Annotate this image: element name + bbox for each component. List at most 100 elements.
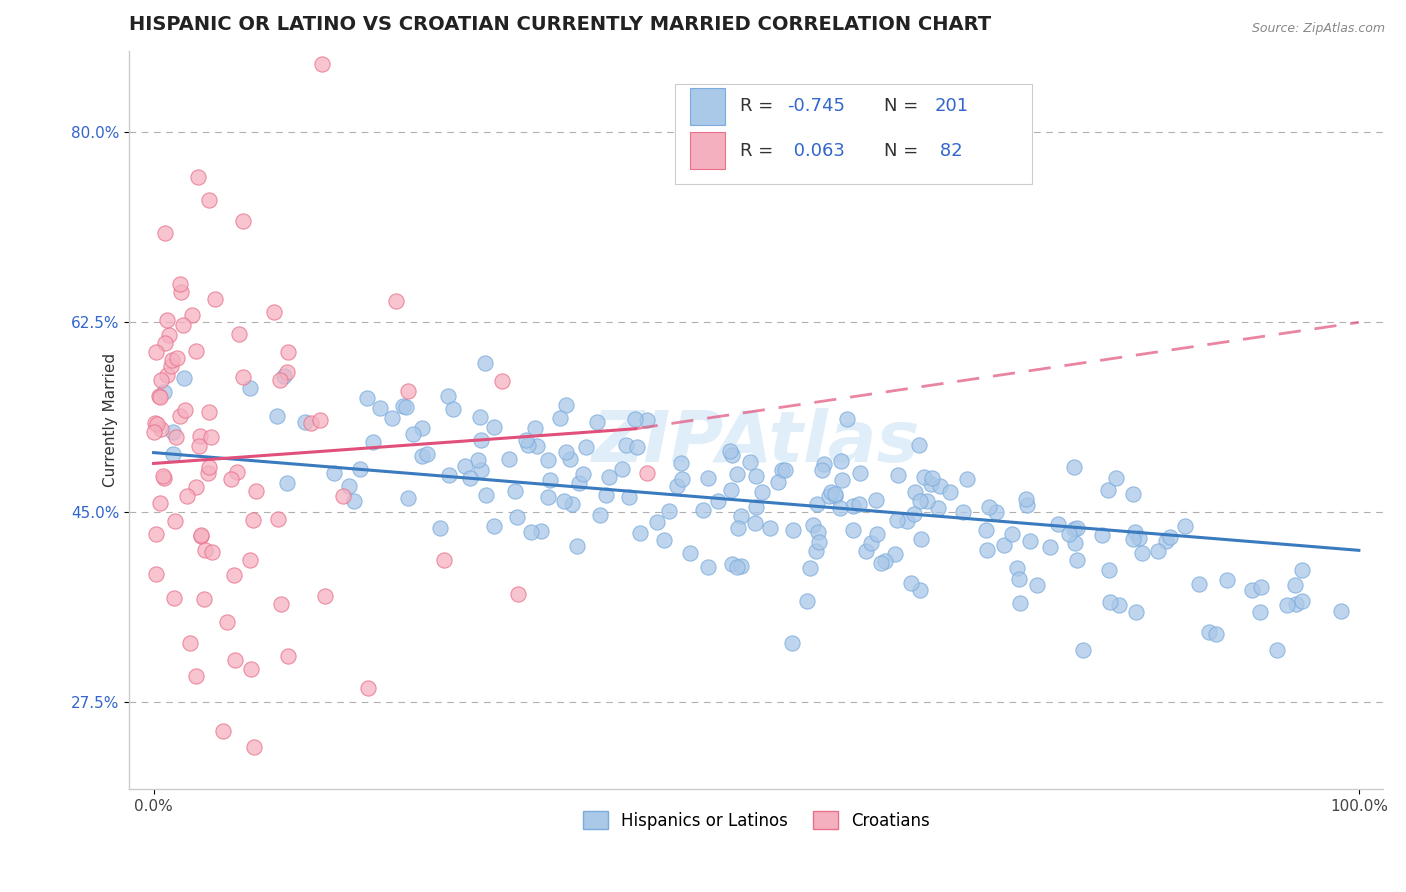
Point bbox=[381, 411, 404, 425]
Point bbox=[1010, 596, 1032, 610]
Point bbox=[416, 447, 439, 461]
Point bbox=[636, 466, 658, 480]
Point bbox=[766, 475, 789, 489]
Point bbox=[392, 399, 415, 413]
Point bbox=[1090, 528, 1112, 542]
Point bbox=[396, 491, 419, 505]
Point bbox=[1291, 563, 1313, 577]
Point bbox=[166, 351, 188, 366]
Point bbox=[277, 345, 299, 359]
Point bbox=[1008, 572, 1031, 586]
Point bbox=[332, 489, 354, 503]
Point bbox=[745, 500, 768, 514]
Point bbox=[197, 466, 219, 480]
Point bbox=[1057, 527, 1080, 541]
Point bbox=[349, 462, 371, 476]
Point bbox=[437, 467, 460, 482]
Point bbox=[193, 591, 215, 606]
Point bbox=[866, 526, 889, 541]
Point bbox=[718, 443, 741, 458]
Point bbox=[658, 504, 681, 518]
Point bbox=[232, 214, 254, 228]
Point bbox=[181, 308, 204, 322]
Point bbox=[145, 567, 167, 582]
Point bbox=[1128, 531, 1150, 545]
Legend: Hispanics or Latinos, Croatians: Hispanics or Latinos, Croatians bbox=[576, 805, 936, 837]
Point bbox=[155, 313, 177, 327]
Point bbox=[201, 545, 224, 559]
Point bbox=[437, 389, 460, 403]
Point bbox=[277, 649, 299, 664]
Point bbox=[162, 425, 184, 440]
Point bbox=[145, 527, 167, 541]
Point bbox=[636, 412, 658, 426]
Point bbox=[536, 453, 558, 467]
Point bbox=[706, 494, 728, 508]
Point bbox=[1123, 525, 1146, 540]
Point bbox=[186, 344, 208, 359]
Point bbox=[806, 544, 828, 558]
Point bbox=[294, 416, 316, 430]
Point bbox=[721, 558, 744, 572]
Point bbox=[396, 384, 419, 398]
Point bbox=[617, 490, 640, 504]
Point bbox=[820, 485, 842, 500]
Point bbox=[1047, 517, 1070, 532]
Point bbox=[169, 285, 191, 299]
Point bbox=[751, 485, 773, 500]
Point bbox=[343, 494, 366, 508]
Point bbox=[927, 500, 949, 515]
Point bbox=[900, 575, 922, 590]
Point bbox=[630, 526, 652, 541]
Point bbox=[198, 404, 221, 418]
Point bbox=[1025, 578, 1047, 592]
Point bbox=[146, 417, 169, 431]
Point bbox=[263, 305, 285, 319]
Point bbox=[759, 521, 782, 535]
Point bbox=[842, 523, 865, 537]
Point bbox=[817, 489, 839, 503]
Point bbox=[910, 532, 932, 546]
Point bbox=[1241, 583, 1264, 598]
Point bbox=[907, 437, 929, 451]
Point bbox=[910, 582, 932, 597]
Point bbox=[697, 471, 720, 485]
Point bbox=[169, 409, 191, 424]
Point bbox=[368, 401, 391, 415]
Point bbox=[429, 521, 451, 535]
Point bbox=[806, 497, 828, 511]
Point bbox=[172, 318, 194, 332]
Point bbox=[870, 557, 893, 571]
Point bbox=[337, 479, 360, 493]
Point bbox=[1275, 598, 1298, 612]
Point bbox=[875, 554, 897, 568]
Point bbox=[197, 459, 219, 474]
Point bbox=[645, 515, 668, 529]
Point bbox=[1125, 605, 1147, 619]
Text: -0.745: -0.745 bbox=[787, 97, 845, 115]
Point bbox=[1250, 580, 1272, 594]
Point bbox=[240, 662, 263, 676]
Point bbox=[148, 388, 170, 402]
Point bbox=[744, 516, 766, 530]
Point bbox=[1122, 533, 1144, 547]
Point bbox=[1066, 521, 1088, 535]
Point bbox=[984, 505, 1007, 519]
Point bbox=[173, 370, 195, 384]
Point bbox=[482, 519, 505, 533]
Point bbox=[273, 369, 295, 384]
Point bbox=[921, 471, 943, 485]
Point bbox=[770, 463, 793, 477]
Point bbox=[491, 374, 513, 388]
Point bbox=[572, 467, 595, 481]
Point bbox=[1063, 459, 1085, 474]
Point bbox=[470, 410, 492, 425]
Point bbox=[1066, 553, 1088, 567]
Point bbox=[474, 355, 496, 369]
Point bbox=[595, 488, 617, 502]
Point bbox=[976, 543, 998, 558]
Point bbox=[904, 485, 927, 500]
Point bbox=[385, 294, 408, 309]
Point bbox=[190, 428, 212, 442]
Point bbox=[738, 455, 761, 469]
